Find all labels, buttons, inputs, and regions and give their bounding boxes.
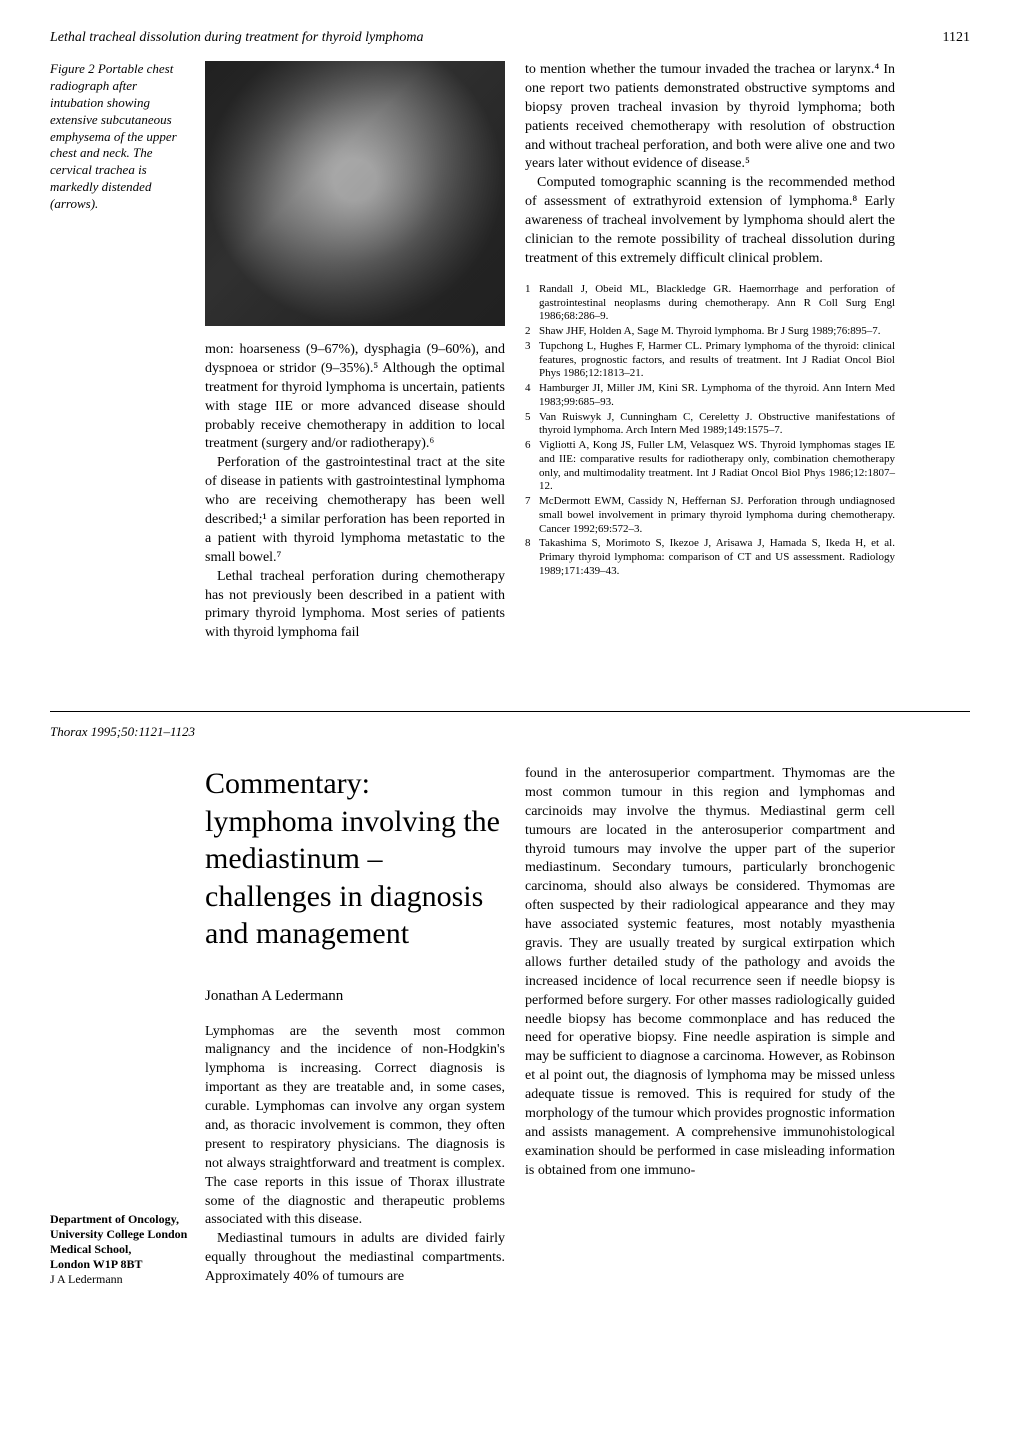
reference-number: 4 [525, 382, 539, 410]
reference-text: Tupchong L, Hughes F, Harmer CL. Primary… [539, 340, 895, 381]
reference-number: 3 [525, 340, 539, 381]
reference-item: 1Randall J, Obeid ML, Blackledge GR. Hae… [525, 283, 895, 324]
author-affiliation: Department of Oncology, University Colle… [50, 1212, 190, 1287]
commentary-section: Department of Oncology, University Colle… [50, 765, 970, 1287]
affiliation-author: J A Ledermann [50, 1272, 123, 1286]
reference-text: Vigliotti A, Kong JS, Fuller LM, Velasqu… [539, 439, 895, 494]
commentary-left-column: Commentary: lymphoma involving the media… [205, 765, 505, 1287]
page-number: 1121 [943, 30, 970, 46]
reference-item: 2Shaw JHF, Holden A, Sage M. Thyroid lym… [525, 325, 895, 339]
reference-text: Van Ruiswyk J, Cunningham C, Cereletty J… [539, 411, 895, 439]
reference-item: 3Tupchong L, Hughes F, Harmer CL. Primar… [525, 340, 895, 381]
figure-caption: Figure 2 Portable chest radiograph after… [50, 61, 190, 213]
body-paragraph: Perforation of the gastrointestinal trac… [205, 454, 505, 567]
reference-text: McDermott EWM, Cassidy N, Heffernan SJ. … [539, 495, 895, 536]
reference-number: 8 [525, 537, 539, 578]
reference-number: 5 [525, 411, 539, 439]
body-paragraph: to mention whether the tumour invaded th… [525, 61, 895, 174]
commentary-right-column: found in the anterosuperior compartment.… [525, 765, 895, 1287]
affiliation-line: Department of Oncology, [50, 1212, 179, 1226]
citation-line: Thorax 1995;50:1121–1123 [50, 724, 970, 740]
left-margin: Department of Oncology, University Colle… [50, 765, 205, 1287]
section-divider [50, 711, 970, 712]
reference-number: 1 [525, 283, 539, 324]
running-title: Lethal tracheal dissolution during treat… [50, 30, 423, 46]
top-right-column: to mention whether the tumour invaded th… [525, 61, 895, 580]
affiliation-line: London W1P 8BT [50, 1257, 142, 1271]
reference-text: Shaw JHF, Holden A, Sage M. Thyroid lymp… [539, 325, 895, 339]
figure-radiograph-image [205, 61, 505, 326]
body-paragraph: found in the anterosuperior compartment.… [525, 765, 895, 1181]
body-paragraph: Mediastinal tumours in adults are divide… [205, 1230, 505, 1287]
reference-number: 2 [525, 325, 539, 339]
reference-item: 6Vigliotti A, Kong JS, Fuller LM, Velasq… [525, 439, 895, 494]
reference-item: 5Van Ruiswyk J, Cunningham C, Cereletty … [525, 411, 895, 439]
reference-text: Hamburger JI, Miller JM, Kini SR. Lympho… [539, 382, 895, 410]
reference-number: 6 [525, 439, 539, 494]
page-header: Lethal tracheal dissolution during treat… [50, 30, 970, 46]
top-left-column: mon: hoarseness (9–67%), dysphagia (9–60… [205, 341, 505, 643]
reference-item: 7McDermott EWM, Cassidy N, Heffernan SJ.… [525, 495, 895, 536]
reference-text: Randall J, Obeid ML, Blackledge GR. Haem… [539, 283, 895, 324]
body-paragraph: mon: hoarseness (9–67%), dysphagia (9–60… [205, 341, 505, 454]
reference-item: 8Takashima S, Morimoto S, Ikezoe J, Aris… [525, 537, 895, 578]
affiliation-line: University College London Medical School… [50, 1227, 187, 1256]
references-list: 1Randall J, Obeid ML, Blackledge GR. Hae… [525, 283, 895, 579]
article-top-section: Figure 2 Portable chest radiograph after… [50, 61, 970, 691]
body-paragraph: Lymphomas are the seventh most common ma… [205, 1023, 505, 1231]
reference-text: Takashima S, Morimoto S, Ikezoe J, Arisa… [539, 537, 895, 578]
reference-number: 7 [525, 495, 539, 536]
body-paragraph: Lethal tracheal perforation during chemo… [205, 568, 505, 644]
body-paragraph: Computed tomographic scanning is the rec… [525, 174, 895, 268]
reference-item: 4Hamburger JI, Miller JM, Kini SR. Lymph… [525, 382, 895, 410]
commentary-title: Commentary: lymphoma involving the media… [205, 765, 505, 953]
commentary-author: Jonathan A Ledermann [205, 988, 505, 1005]
